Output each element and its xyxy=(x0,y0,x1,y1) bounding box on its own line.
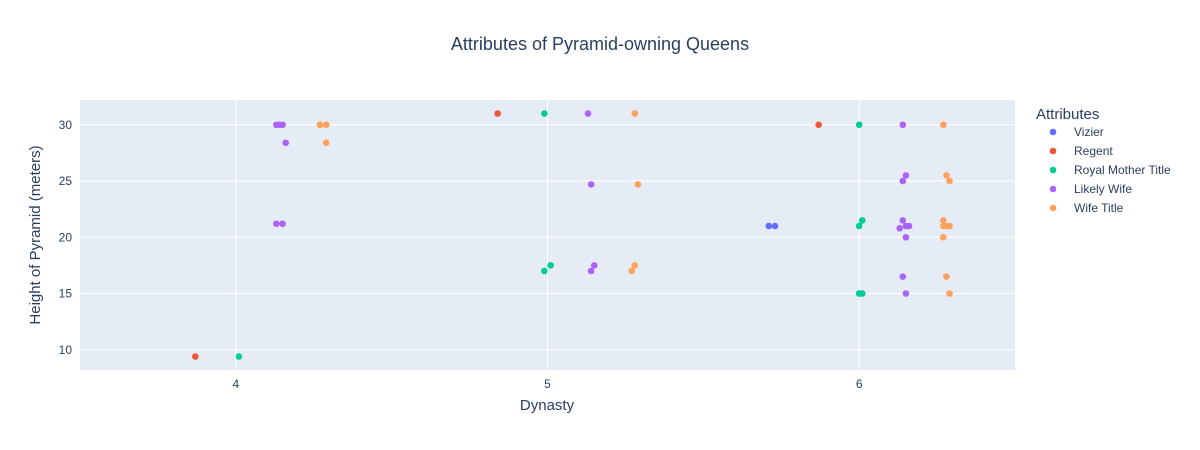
legend-item: Wife Title xyxy=(1049,201,1124,215)
legend-items: Vizier Regent Royal Mother Title Likely Wif… xyxy=(1049,125,1171,215)
y-tick-label: 10 xyxy=(59,343,73,357)
data-point xyxy=(943,172,950,179)
data-point xyxy=(940,217,947,224)
data-point xyxy=(631,110,639,117)
data-point xyxy=(940,233,947,241)
legend-marker xyxy=(1049,185,1057,193)
gridlines xyxy=(80,100,1015,370)
data-point xyxy=(322,121,330,129)
data-point xyxy=(282,139,290,147)
data-point xyxy=(896,224,903,232)
data-point xyxy=(541,110,548,117)
legend-marker xyxy=(1049,128,1057,136)
data-point xyxy=(634,181,642,188)
data-point xyxy=(279,220,286,228)
data-point xyxy=(273,220,280,228)
data-point xyxy=(587,181,595,188)
data-point xyxy=(765,222,773,230)
data-point xyxy=(858,217,866,224)
legend-item: Vizier xyxy=(1049,125,1104,139)
legend-item: Likely Wife xyxy=(1049,182,1132,196)
data-point xyxy=(902,233,910,241)
data-point xyxy=(279,121,286,129)
data-point xyxy=(855,222,863,230)
series-wife-title xyxy=(316,110,953,297)
data-point xyxy=(628,267,635,275)
data-point xyxy=(587,267,595,275)
data-point xyxy=(235,353,243,360)
legend-marker xyxy=(1049,204,1057,212)
legend-title: Attributes xyxy=(1036,106,1099,123)
data-point xyxy=(905,222,913,230)
y-tick-label: 15 xyxy=(59,287,73,301)
legend-marker xyxy=(1049,147,1057,155)
data-point xyxy=(192,353,199,360)
data-point xyxy=(815,121,822,129)
series-royal-mother-title xyxy=(235,110,866,360)
series-regent xyxy=(192,110,822,360)
y-axis-title: Height of Pyramid (meters) xyxy=(27,145,44,324)
data-point xyxy=(940,121,947,129)
x-tick-labels: 4 5 6 xyxy=(232,377,862,391)
data-point xyxy=(946,177,953,185)
data-point xyxy=(899,273,907,280)
data-point xyxy=(902,290,910,297)
y-tick-label: 25 xyxy=(59,174,73,188)
y-tick-label: 30 xyxy=(59,118,73,132)
data-point xyxy=(547,262,554,269)
legend-label: Wife Title xyxy=(1074,201,1124,215)
legend-label: Likely Wife xyxy=(1074,182,1132,196)
data-point xyxy=(322,139,330,147)
series-vizier xyxy=(765,222,779,230)
data-point xyxy=(946,222,953,230)
data-point xyxy=(946,290,953,297)
legend-label: Regent xyxy=(1074,144,1113,158)
chart-title: Attributes of Pyramid-owning Queens xyxy=(451,34,749,54)
data-point xyxy=(541,267,548,275)
data-point xyxy=(943,273,950,280)
data-point xyxy=(631,262,639,269)
data-point xyxy=(771,222,779,230)
data-point xyxy=(899,177,907,185)
data-point xyxy=(855,121,863,129)
data-point xyxy=(316,121,324,129)
x-tick-label: 6 xyxy=(856,377,863,391)
x-tick-label: 4 xyxy=(232,377,239,391)
data-point xyxy=(590,262,598,269)
data-point xyxy=(902,172,910,179)
data-point xyxy=(584,110,592,117)
series-likely-wife xyxy=(273,110,913,297)
legend-label: Royal Mother Title xyxy=(1074,163,1171,177)
data-points xyxy=(192,110,953,360)
data-point xyxy=(858,290,866,297)
x-tick-label: 5 xyxy=(544,377,551,391)
legend-item: Royal Mother Title xyxy=(1049,163,1171,177)
data-point xyxy=(899,121,907,129)
y-tick-labels: 10 15 20 25 30 xyxy=(59,118,73,357)
legend: Attributes Vizier Regent Royal Mother Titl… xyxy=(1036,106,1171,215)
data-point xyxy=(494,110,501,117)
x-axis-title: Dynasty xyxy=(520,397,575,414)
legend-label: Vizier xyxy=(1074,125,1104,139)
legend-marker xyxy=(1049,166,1057,174)
legend-item: Regent xyxy=(1049,144,1113,158)
data-point xyxy=(899,217,907,224)
y-tick-label: 20 xyxy=(59,230,73,244)
